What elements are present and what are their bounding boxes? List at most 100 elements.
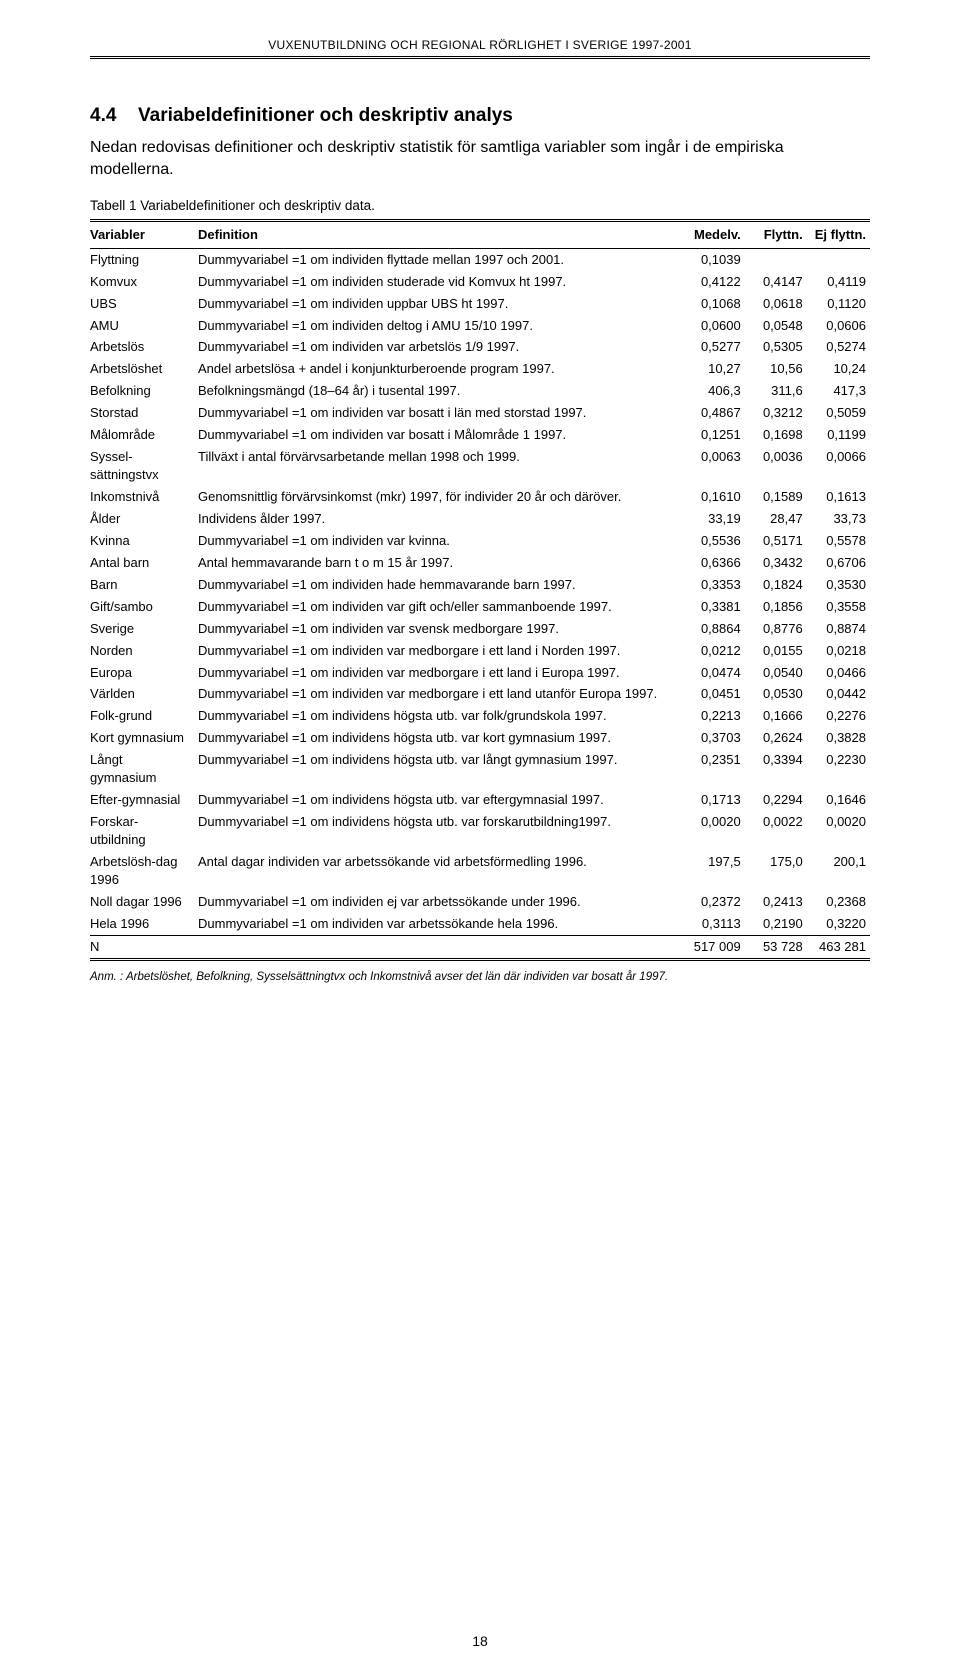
table-row: Syssel-sättningstvxTillväxt i antal förv… [90,446,870,486]
cell-definition: Dummyvariabel =1 om individen var arbets… [198,336,683,358]
section-number: 4.4 [90,105,138,127]
cell-ej-flyttn: 0,3558 [807,596,870,618]
cell-flyttn: 0,3394 [745,749,807,789]
cell-flyttn: 0,2190 [745,913,807,935]
cell-variable: Befolkning [90,380,198,402]
cell-flyttn: 175,0 [745,851,807,891]
table-row: Långt gymnasiumDummyvariabel =1 om indiv… [90,749,870,789]
table-row: ÅlderIndividens ålder 1997.33,1928,4733,… [90,508,870,530]
section-title-text: Variabeldefinitioner och deskriptiv anal… [138,105,513,126]
table-row: Arbetslösh-dag 1996Antal dagar individen… [90,851,870,891]
cell-definition: Dummyvariabel =1 om individens högsta ut… [198,789,683,811]
cell-medelv: 517 009 [683,935,745,959]
cell-variable: Forskar-utbildning [90,811,198,851]
cell-variable: Arbetslösh-dag 1996 [90,851,198,891]
cell-variable: Folk-grund [90,705,198,727]
cell-medelv: 0,1251 [683,424,745,446]
cell-medelv: 10,27 [683,358,745,380]
table-note: Anm. : Arbetslöshet, Befolkning, Syssels… [90,971,870,983]
cell-flyttn: 311,6 [745,380,807,402]
cell-medelv: 0,3703 [683,727,745,749]
cell-ej-flyttn: 0,5578 [807,530,870,552]
cell-ej-flyttn: 200,1 [807,851,870,891]
cell-medelv: 0,2351 [683,749,745,789]
cell-flyttn: 0,0036 [745,446,807,486]
cell-variable: Sverige [90,618,198,640]
page: VUXENUTBILDNING OCH REGIONAL RÖRLIGHET I… [0,0,960,1669]
cell-definition: Dummyvariabel =1 om individen var bosatt… [198,424,683,446]
running-head: VUXENUTBILDNING OCH REGIONAL RÖRLIGHET I… [90,38,870,59]
table-row: NordenDummyvariabel =1 om individen var … [90,640,870,662]
table-row: MålområdeDummyvariabel =1 om individen v… [90,424,870,446]
cell-medelv: 0,0451 [683,683,745,705]
cell-medelv: 197,5 [683,851,745,891]
table-row: Noll dagar 1996Dummyvariabel =1 om indiv… [90,891,870,913]
definitions-table: Variabler Definition Medelv. Flyttn. Ej … [90,219,870,961]
cell-flyttn: 0,1824 [745,574,807,596]
cell-ej-flyttn: 0,0066 [807,446,870,486]
cell-variable: AMU [90,315,198,337]
cell-medelv: 33,19 [683,508,745,530]
cell-variable: Ålder [90,508,198,530]
cell-ej-flyttn: 0,3530 [807,574,870,596]
cell-ej-flyttn: 0,2368 [807,891,870,913]
table-row: BefolkningBefolkningsmängd (18–64 år) i … [90,380,870,402]
cell-medelv: 0,0600 [683,315,745,337]
cell-medelv: 0,0063 [683,446,745,486]
cell-medelv: 0,2372 [683,891,745,913]
cell-flyttn: 0,1698 [745,424,807,446]
cell-flyttn: 0,0540 [745,662,807,684]
cell-definition: Befolkningsmängd (18–64 år) i tusental 1… [198,380,683,402]
table-body: FlyttningDummyvariabel =1 om individen f… [90,248,870,959]
cell-variable: Gift/sambo [90,596,198,618]
table-row: KvinnaDummyvariabel =1 om individen var … [90,530,870,552]
cell-ej-flyttn: 417,3 [807,380,870,402]
table-row: UBSDummyvariabel =1 om individen uppbar … [90,293,870,315]
section-heading: 4.4Variabeldefinitioner och deskriptiv a… [90,105,870,127]
cell-variable: Noll dagar 1996 [90,891,198,913]
cell-medelv: 0,1610 [683,486,745,508]
table-row: InkomstnivåGenomsnittlig förvärvsinkomst… [90,486,870,508]
table-row: Gift/samboDummyvariabel =1 om individen … [90,596,870,618]
cell-medelv: 0,4122 [683,271,745,293]
cell-ej-flyttn: 0,0020 [807,811,870,851]
cell-ej-flyttn [807,248,870,270]
cell-ej-flyttn: 0,0218 [807,640,870,662]
cell-flyttn: 0,0155 [745,640,807,662]
table-row: Folk-grundDummyvariabel =1 om individens… [90,705,870,727]
cell-ej-flyttn: 463 281 [807,935,870,959]
cell-variable: Kvinna [90,530,198,552]
cell-variable: Efter-gymnasial [90,789,198,811]
cell-definition: Dummyvariabel =1 om individen var medbor… [198,683,683,705]
table-row: Antal barnAntal hemmavarande barn t o m … [90,552,870,574]
table-row: Efter-gymnasialDummyvariabel =1 om indiv… [90,789,870,811]
cell-medelv: 0,3353 [683,574,745,596]
table-row: BarnDummyvariabel =1 om individen hade h… [90,574,870,596]
cell-definition: Antal dagar individen var arbetssökande … [198,851,683,891]
cell-flyttn: 0,3212 [745,402,807,424]
cell-medelv: 0,5277 [683,336,745,358]
cell-ej-flyttn: 33,73 [807,508,870,530]
cell-ej-flyttn: 0,1613 [807,486,870,508]
cell-ej-flyttn: 0,6706 [807,552,870,574]
cell-variable: Världen [90,683,198,705]
cell-definition: Dummyvariabel =1 om individen hade hemma… [198,574,683,596]
cell-variable: Norden [90,640,198,662]
cell-definition: Dummyvariabel =1 om individens högsta ut… [198,811,683,851]
col-ej-flyttn: Ej flyttn. [807,220,870,248]
cell-variable: N [90,935,198,959]
cell-flyttn: 0,8776 [745,618,807,640]
table-row: Kort gymnasiumDummyvariabel =1 om indivi… [90,727,870,749]
cell-definition: Dummyvariabel =1 om individen ej var arb… [198,891,683,913]
cell-flyttn: 0,5305 [745,336,807,358]
cell-ej-flyttn: 10,24 [807,358,870,380]
cell-definition: Genomsnittlig förvärvsinkomst (mkr) 1997… [198,486,683,508]
cell-medelv: 0,1039 [683,248,745,270]
col-variabler: Variabler [90,220,198,248]
cell-variable: Kort gymnasium [90,727,198,749]
table-row: StorstadDummyvariabel =1 om individen va… [90,402,870,424]
cell-ej-flyttn: 0,2230 [807,749,870,789]
cell-variable: Inkomstnivå [90,486,198,508]
page-number: 18 [0,1633,960,1649]
cell-medelv: 0,5536 [683,530,745,552]
